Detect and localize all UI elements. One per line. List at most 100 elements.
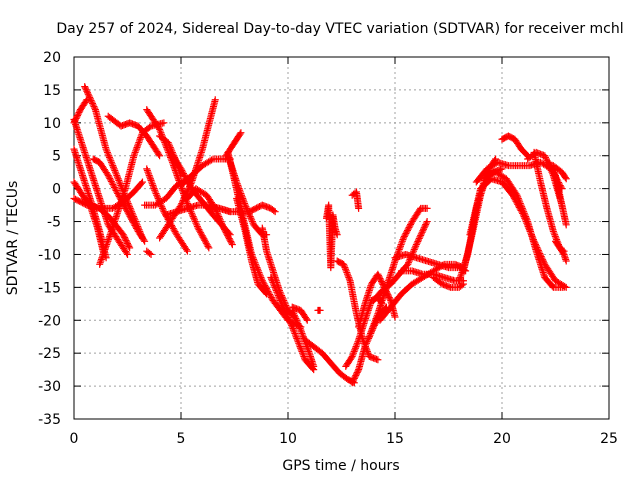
data-point	[373, 313, 381, 321]
data-point	[145, 171, 153, 179]
data-point	[559, 249, 567, 257]
data-point	[368, 325, 376, 332]
data-point	[402, 230, 410, 238]
data-point	[216, 216, 224, 224]
data-point	[179, 168, 187, 176]
y-tick-label: 20	[43, 50, 61, 66]
data-point	[244, 208, 252, 216]
data-point	[222, 229, 230, 237]
data-point	[368, 326, 376, 334]
data-point	[224, 232, 232, 240]
y-tick-label: -5	[47, 215, 61, 231]
data-point	[137, 179, 145, 187]
data-point	[422, 221, 430, 229]
data-point	[459, 280, 467, 288]
data-point	[267, 293, 275, 301]
data-point	[417, 230, 425, 238]
data-point	[542, 153, 550, 161]
data-point	[178, 166, 186, 174]
series-t49	[498, 132, 532, 160]
data-point	[130, 220, 138, 228]
data-point	[268, 275, 276, 283]
data-point	[170, 226, 178, 234]
data-point	[116, 180, 124, 188]
data-point	[138, 178, 146, 186]
data-point	[562, 221, 570, 229]
data-point	[340, 262, 348, 270]
data-point	[411, 244, 419, 252]
data-point	[145, 170, 153, 178]
data-point	[374, 356, 382, 364]
data-point	[515, 196, 523, 204]
data-point	[305, 348, 313, 356]
data-point	[274, 292, 282, 300]
data-point	[84, 90, 92, 98]
data-point	[352, 343, 360, 351]
data-point	[366, 331, 374, 339]
data-point	[367, 328, 375, 336]
data-point	[159, 206, 167, 214]
data-point	[218, 219, 226, 227]
data-point	[289, 325, 297, 332]
data-point	[517, 201, 525, 209]
y-tick-label: -25	[38, 346, 61, 362]
data-point	[297, 328, 305, 336]
data-point	[180, 171, 188, 179]
data-point	[421, 222, 429, 230]
data-point	[354, 367, 362, 375]
data-point	[88, 98, 96, 106]
data-point	[149, 183, 157, 191]
data-point	[367, 329, 375, 337]
data-point	[299, 333, 307, 341]
data-point	[110, 182, 118, 190]
data-point	[353, 341, 361, 349]
data-point	[135, 139, 143, 147]
data-point	[194, 224, 202, 232]
grid-lines	[74, 57, 609, 419]
chart-title: Day 257 of 2024, Sidereal Day-to-day VTE…	[56, 21, 623, 37]
data-point	[160, 119, 168, 127]
data-point	[114, 189, 122, 197]
data-point	[201, 236, 209, 244]
data-point	[147, 250, 155, 258]
data-point	[400, 234, 408, 242]
data-point	[203, 241, 211, 249]
y-tick-label: -15	[38, 280, 61, 296]
data-point	[270, 207, 278, 215]
data-point	[111, 185, 119, 193]
data-point	[164, 139, 172, 147]
data-point	[415, 236, 423, 244]
series-t10	[104, 112, 164, 160]
data-point	[124, 209, 132, 217]
series-t25	[233, 195, 271, 298]
series-t31	[314, 306, 324, 314]
data-point	[202, 239, 210, 247]
x-axis-label: GPS time / hours	[282, 458, 399, 474]
data-point	[111, 168, 119, 176]
data-point	[105, 173, 113, 181]
data-point	[225, 235, 233, 243]
data-point	[281, 307, 289, 315]
data-point	[295, 323, 303, 331]
data-point	[516, 199, 524, 207]
data-point	[365, 333, 373, 341]
series-t48	[481, 168, 568, 291]
data-point	[171, 228, 179, 236]
data-point	[291, 331, 299, 339]
data-point	[271, 208, 279, 216]
data-point	[290, 310, 298, 318]
series-t19	[177, 155, 234, 189]
data-point	[297, 344, 305, 352]
data-point	[458, 281, 466, 289]
data-point	[422, 219, 430, 227]
data-point	[107, 177, 115, 185]
data-point	[109, 163, 117, 171]
data-point	[102, 145, 110, 153]
data-point	[343, 270, 351, 278]
data-point	[401, 231, 409, 239]
data-point	[369, 323, 377, 331]
data-point	[247, 214, 255, 222]
data-point	[349, 351, 357, 359]
series-t33	[333, 257, 382, 364]
